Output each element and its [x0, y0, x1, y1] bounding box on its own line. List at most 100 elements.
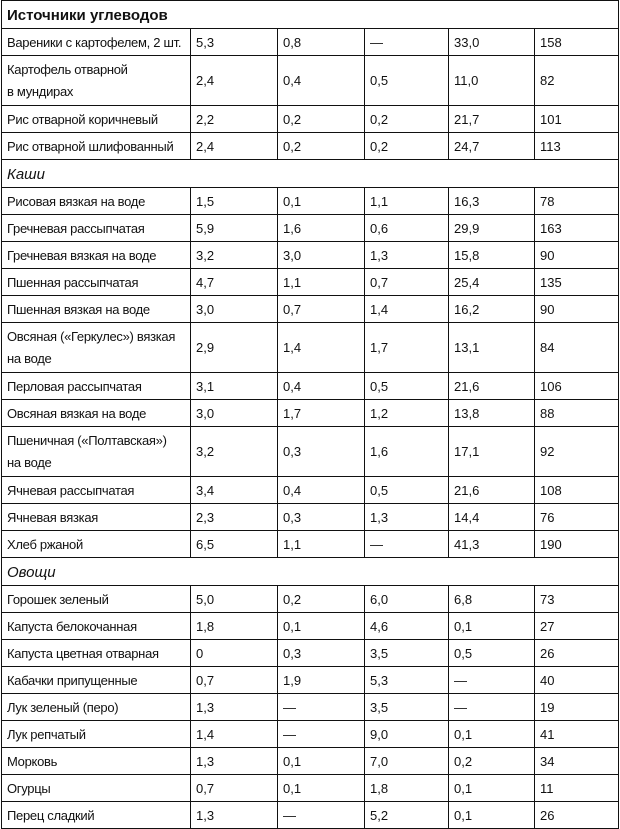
value-cell-c1: 2,4 — [190, 132, 278, 160]
value-cell-c1: 3,4 — [190, 476, 278, 504]
value-cell-c1: 1,3 — [190, 693, 278, 721]
value-cell-c4: 0,1 — [448, 774, 535, 802]
value-cell-c5: 163 — [533, 214, 620, 242]
food-name-cell: Капуста белокочанная — [1, 612, 191, 640]
table-row: Капуста белокочанная 1,8 0,1 4,6 0,1 27 — [1, 612, 620, 640]
value-cell-c3: 1,8 — [364, 774, 449, 802]
table-row: Морковь 1,3 0,1 7,0 0,2 34 — [1, 747, 620, 775]
value-cell-c2: 0,4 — [277, 372, 365, 400]
food-name-cell: Перловая рассыпчатая — [1, 372, 191, 400]
value-cell-c3: 4,6 — [364, 612, 449, 640]
value-cell-c2: 0,3 — [277, 503, 365, 531]
food-name-cell: Лук репчатый — [1, 720, 191, 748]
value-cell-c4: 0,5 — [448, 639, 535, 667]
value-cell-c3: 0,2 — [364, 132, 449, 160]
value-cell-c1: 5,9 — [190, 214, 278, 242]
value-cell-c5: 101 — [533, 105, 620, 133]
value-cell-c1: 6,5 — [190, 530, 278, 558]
value-cell-c1: 0,7 — [190, 666, 278, 694]
value-cell-c1: 5,0 — [190, 585, 278, 613]
food-name-cell: Ячневая рассыпчатая — [1, 476, 191, 504]
value-cell-c2: 0,1 — [277, 747, 365, 775]
value-cell-c3: 7,0 — [364, 747, 449, 775]
value-cell-c1: 5,3 — [190, 28, 278, 56]
value-cell-c4: 17,1 — [448, 426, 535, 477]
food-name: Перловая рассыпчатая — [7, 379, 142, 394]
value-cell-c4: 33,0 — [448, 28, 535, 56]
table-title: Источники углеводов — [0, 0, 620, 29]
food-name: Картофель отварной в мундирах — [7, 62, 128, 99]
food-name: Овсяная вязкая на воде — [7, 406, 147, 421]
value-cell-c5: 88 — [533, 399, 620, 427]
value-cell-c5: 11 — [533, 774, 620, 802]
value-cell-c5: 82 — [533, 55, 620, 106]
value-cell-c4: 13,1 — [448, 322, 535, 373]
value-cell-c2: 1,4 — [277, 322, 365, 373]
value-cell-c2: 0,4 — [277, 55, 365, 106]
value-cell-c1: 0,7 — [190, 774, 278, 802]
food-name: Пшеничная («Полтавская») на воде — [7, 433, 167, 470]
table-row: Перец сладкий 1,3—5,2 0,1 26 — [1, 801, 620, 829]
value-cell-c5: 26 — [533, 801, 620, 829]
value-cell-c2: 0,7 — [277, 295, 365, 323]
value-cell-c5: 34 — [533, 747, 620, 775]
value-cell-c4: 25,4 — [448, 268, 535, 296]
value-cell-c3: 9,0 — [364, 720, 449, 748]
value-cell-c4: 24,7 — [448, 132, 535, 160]
value-cell-c4: — — [448, 693, 535, 721]
value-cell-c4: 15,8 — [448, 241, 535, 269]
value-cell-c4: 14,4 — [448, 503, 535, 531]
food-name: Капуста цветная отварная — [7, 646, 159, 661]
food-name: Ячневая рассыпчатая — [7, 483, 135, 498]
value-cell-c3: 1,6 — [364, 426, 449, 477]
table-row: Вареники с картофелем, 2 шт. 5,3 0,8—33,0 1… — [1, 28, 620, 56]
food-name: Лук зеленый (перо) — [7, 700, 119, 715]
value-cell-c2: 3,0 — [277, 241, 365, 269]
value-cell-c2: 0,3 — [277, 639, 365, 667]
food-name: Вареники с картофелем, 2 шт. — [7, 35, 182, 50]
food-name: Горошек зеленый — [7, 592, 109, 607]
food-name: Овсяная («Геркулес») вязкая на воде — [7, 329, 176, 366]
value-cell-c2: 1,1 — [277, 268, 365, 296]
value-cell-c3: 0,2 — [364, 105, 449, 133]
value-cell-c1: 2,9 — [190, 322, 278, 373]
value-cell-c5: 41 — [533, 720, 620, 748]
table-row: Капуста цветная отварная 0 0,3 3,5 0,5 26 — [1, 639, 620, 667]
value-cell-c4: 0,1 — [448, 801, 535, 829]
value-cell-c5: 106 — [533, 372, 620, 400]
value-cell-c1: 2,4 — [190, 55, 278, 106]
food-name: Гречневая рассыпчатая — [7, 221, 145, 236]
table-row: Хлеб ржаной 6,5 1,1—41,3 190 — [1, 530, 620, 558]
table-row: Лук зеленый (перо) 1,3—3,5—19 — [1, 693, 620, 721]
value-cell-c4: 16,2 — [448, 295, 535, 323]
value-cell-c2: 1,1 — [277, 530, 365, 558]
food-name: Ячневая вязкая — [7, 510, 99, 525]
value-cell-c2: 0,1 — [277, 187, 365, 215]
food-name-cell: Ячневая вязкая — [1, 503, 191, 531]
food-name-cell: Овсяная («Геркулес») вязкая на воде — [1, 322, 191, 373]
food-name: Лук репчатый — [7, 727, 86, 742]
value-cell-c5: 90 — [533, 295, 620, 323]
table-row: Пшенная вязкая на воде 3,0 0,7 1,4 16,2 90 — [1, 295, 620, 323]
value-cell-c4: 13,8 — [448, 399, 535, 427]
value-cell-c4: 21,7 — [448, 105, 535, 133]
table-row: Рис отварной коричневый 2,2 0,2 0,2 21,7 101 — [1, 105, 620, 133]
food-name: Пшенная вязкая на воде — [7, 302, 150, 317]
value-cell-c4: 21,6 — [448, 372, 535, 400]
value-cell-c2: 0,4 — [277, 476, 365, 504]
food-name: Рис отварной коричневый — [7, 112, 158, 127]
food-name-cell: Рис отварной шлифованный — [1, 132, 191, 160]
section-heading: Каши — [0, 159, 620, 188]
value-cell-c2: 1,9 — [277, 666, 365, 694]
table-row: Пшеничная («Полтавская») на воде 3,2 0,3 1,… — [1, 426, 620, 477]
food-name-cell: Огурцы — [1, 774, 191, 802]
value-cell-c5: 73 — [533, 585, 620, 613]
food-name-cell: Морковь — [1, 747, 191, 775]
value-cell-c1: 1,3 — [190, 801, 278, 829]
value-cell-c2: 0,3 — [277, 426, 365, 477]
value-cell-c4: 0,1 — [448, 612, 535, 640]
value-cell-c4: 16,3 — [448, 187, 535, 215]
value-cell-c4: 6,8 — [448, 585, 535, 613]
value-cell-c3: 1,7 — [364, 322, 449, 373]
